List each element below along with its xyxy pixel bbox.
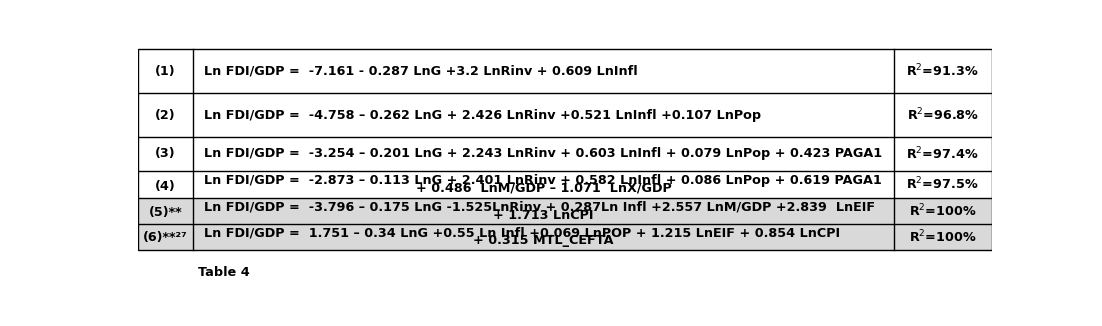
Text: R$^{2}$=97.5%: R$^{2}$=97.5% (907, 176, 979, 193)
Text: R$^{2}$=96.8%: R$^{2}$=96.8% (907, 107, 979, 124)
Bar (138, 49, 992, 93)
Bar (138, 198, 992, 224)
Text: (4): (4) (155, 180, 176, 193)
Text: (3): (3) (155, 147, 176, 160)
Bar (138, 224, 992, 250)
Text: + 0.486  LnM/GDP – 1.071  LnX/GDP: + 0.486 LnM/GDP – 1.071 LnX/GDP (415, 182, 671, 195)
Text: Ln FDI/GDP =  -7.161 - 0.287 LnG +3.2 LnRinv + 0.609 LnInfl: Ln FDI/GDP = -7.161 - 0.287 LnG +3.2 LnR… (204, 65, 637, 78)
Text: Ln FDI/GDP =  -3.796 – 0.175 LnG -1.525LnRinv + 0.287Ln Infl +2.557 LnM/GDP +2.8: Ln FDI/GDP = -3.796 – 0.175 LnG -1.525Ln… (204, 201, 875, 214)
Text: + 0.315 MTL_CEFTA: + 0.315 MTL_CEFTA (473, 234, 614, 247)
Bar (138, 170, 992, 198)
Text: Table 4: Table 4 (197, 266, 249, 279)
Text: R$^{2}$=100%: R$^{2}$=100% (909, 203, 976, 219)
Text: Ln FDI/GDP =  -2.873 – 0.113 LnG + 2.401 LnRinv + 0.582 LnInfl + 0.086 LnPop + 0: Ln FDI/GDP = -2.873 – 0.113 LnG + 2.401 … (204, 174, 882, 187)
Text: (2): (2) (155, 109, 176, 122)
Text: + 1.713 LnCPI: + 1.713 LnCPI (494, 209, 594, 222)
Text: (6)**²⁷: (6)**²⁷ (143, 231, 187, 244)
Text: R$^{2}$=91.3%: R$^{2}$=91.3% (907, 63, 979, 80)
Text: Ln FDI/GDP =  -3.254 – 0.201 LnG + 2.243 LnRinv + 0.603 LnInfl + 0.079 LnPop + 0: Ln FDI/GDP = -3.254 – 0.201 LnG + 2.243 … (204, 147, 882, 160)
Text: Ln FDI/GDP =  1.751 – 0.34 LnG +0.55 Ln Infl +0.069 LnPOP + 1.215 LnEIF + 0.854 : Ln FDI/GDP = 1.751 – 0.34 LnG +0.55 Ln I… (204, 227, 840, 240)
Bar (138, 93, 992, 138)
Text: R$^{2}$=97.4%: R$^{2}$=97.4% (907, 146, 979, 162)
Text: (1): (1) (155, 65, 176, 78)
Text: Ln FDI/GDP =  -4.758 – 0.262 LnG + 2.426 LnRinv +0.521 LnInfl +0.107 LnPop: Ln FDI/GDP = -4.758 – 0.262 LnG + 2.426 … (204, 109, 760, 122)
Text: (5)**: (5)** (149, 206, 182, 219)
Bar (138, 138, 992, 170)
Bar (138, 49, 992, 250)
Text: R$^{2}$=100%: R$^{2}$=100% (909, 229, 976, 245)
